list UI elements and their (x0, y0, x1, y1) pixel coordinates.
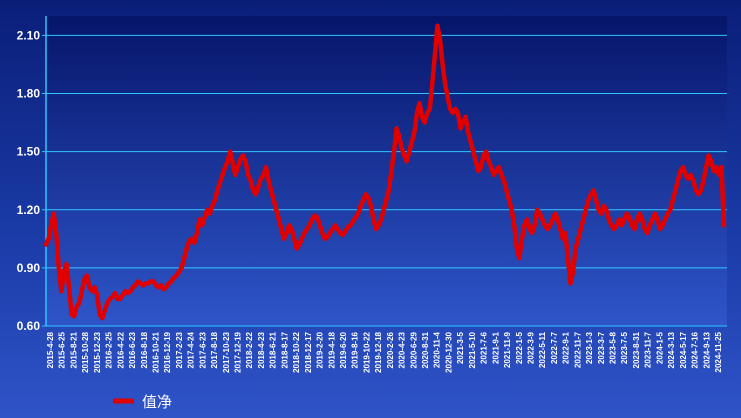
x-tick-label: 2024-5-17 (679, 331, 688, 368)
x-tick-label: 2018-12-17 (304, 331, 313, 372)
y-axis: 0.60 0.90 1.20 1.50 1.80 2.10 (17, 28, 46, 333)
x-tick-label: 2016-4-22 (116, 331, 125, 368)
x-tick-label: 2024-1-5 (655, 331, 664, 364)
y-tick-label: 0.90 (17, 261, 41, 275)
x-tick-label: 2022-5-11 (538, 331, 547, 368)
x-tick-label: 2017-2-23 (175, 331, 184, 368)
x-tick-label: 2019-10-22 (362, 331, 371, 372)
x-tick-label: 2020-8-31 (421, 331, 430, 368)
x-tick-label: 2017-6-23 (198, 331, 207, 368)
series-line-0 (43, 23, 727, 321)
plot-area (46, 16, 727, 326)
x-tick-label: 2021-9-1 (491, 331, 500, 364)
x-tick-label: 2020-6-29 (409, 331, 418, 368)
y-tick-label: 1.20 (17, 203, 41, 217)
x-tick-label: 2017-12-19 (234, 331, 243, 372)
x-tick-label: 2019-6-20 (339, 331, 348, 368)
x-tick-label: 2023-5-8 (609, 331, 618, 364)
x-tick-label: 2017-4-24 (187, 331, 196, 368)
x-tick-label: 2016-2-25 (105, 331, 114, 368)
x-tick-label: 2015-12-23 (93, 331, 102, 372)
x-tick-label: 2024-7-16 (691, 331, 700, 368)
x-tick-label: 2022-7-7 (550, 331, 559, 364)
x-tick-label: 2024-11-25 (714, 331, 723, 372)
x-tick-label: 2016-10-21 (151, 331, 160, 372)
x-tick-label: 2020-12-30 (444, 331, 453, 372)
x-tick-label: 2020-4-23 (398, 331, 407, 368)
x-tick-label: 2023-3-7 (597, 331, 606, 364)
x-tick-label: 2023-7-5 (620, 331, 629, 364)
x-tick-label: 2018-2-22 (245, 331, 254, 368)
grid-layer (45, 16, 727, 327)
x-tick-label: 2017-10-23 (222, 331, 231, 372)
x-tick-label: 2021-5-10 (468, 331, 477, 368)
x-tick-label: 2016-6-23 (128, 331, 137, 368)
legend: 值净 (113, 393, 172, 411)
y-tick-label: 1.80 (17, 87, 41, 101)
legend-label: 值净 (142, 393, 172, 411)
x-tick-label: 2024-9-13 (702, 331, 711, 368)
x-tick-label: 2018-4-23 (257, 331, 266, 368)
x-tick-label: 2020-2-26 (386, 331, 395, 368)
x-tick-label: 2021-11-9 (503, 331, 512, 368)
x-tick-label: 2023-11-7 (644, 331, 653, 368)
x-tick-label: 2021-7-6 (480, 331, 489, 364)
x-tick-label: 2016-8-18 (140, 331, 149, 368)
x-tick-label: 2022-11-7 (573, 331, 582, 368)
x-tick-label: 2023-1-3 (585, 331, 594, 364)
x-tick-label: 2018-10-22 (292, 331, 301, 372)
series-layer (43, 23, 727, 321)
x-tick-label: 2015-4-28 (46, 331, 55, 368)
y-tick-label: 1.50 (17, 145, 41, 159)
y-tick-label: 0.60 (17, 319, 41, 333)
x-axis: 2015-4-28 2015-6-25 2015-8-21 2015-10-28 201… (46, 331, 723, 372)
x-tick-label: 2018-8-17 (280, 331, 289, 368)
x-tick-label: 2015-10-28 (81, 331, 90, 372)
x-tick-label: 2019-8-16 (351, 331, 360, 368)
x-tick-label: 2019-12-18 (374, 331, 383, 372)
y-tick-label: 2.10 (17, 28, 41, 42)
x-tick-label: 2017-8-18 (210, 331, 219, 368)
x-tick-label: 2019-2-20 (316, 331, 325, 368)
x-tick-label: 2015-8-21 (69, 331, 78, 368)
x-tick-label: 2019-4-18 (327, 331, 336, 368)
x-tick-label: 2022-1-5 (515, 331, 524, 364)
x-tick-label: 2022-3-9 (526, 331, 535, 364)
x-tick-label: 2021-3-5 (456, 331, 465, 364)
x-tick-label: 2015-6-25 (58, 331, 67, 368)
x-tick-label: 2018-6-21 (269, 331, 278, 368)
x-tick-label: 2024-3-13 (667, 331, 676, 368)
x-tick-label: 2022-9-1 (562, 331, 571, 364)
x-tick-label: 2016-12-19 (163, 331, 172, 372)
x-tick-label: 2020-11-4 (433, 331, 442, 368)
x-tick-label: 2023-8-31 (632, 331, 641, 368)
